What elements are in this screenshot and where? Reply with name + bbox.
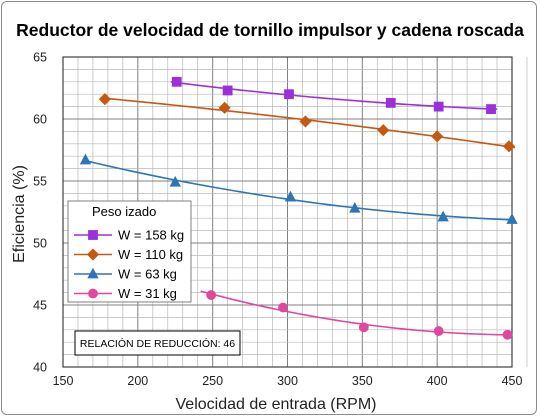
data-point-1: [218, 101, 231, 114]
tick-labels: 150 200 250 300 350 400 450 40 45 50 55 60 65: [33, 51, 522, 389]
data-point-0: [433, 101, 444, 112]
x-axis-label: Velocidad de entrada (RPM): [176, 396, 377, 413]
data-point-2: [284, 190, 297, 202]
y-tick-label: 45: [33, 299, 47, 313]
legend-marker-1: [86, 248, 100, 261]
x-tick-label: 150: [53, 374, 74, 388]
annotation: RELACIÓN DE REDUCCIÓN: 46: [74, 330, 241, 356]
trend-line-0: [170, 81, 498, 111]
y-tick-label: 60: [33, 113, 47, 127]
legend-box: [67, 200, 192, 303]
legend-label-0: W = 158 kg: [118, 228, 184, 243]
legend-marker-3: [88, 288, 98, 299]
chart-title: Reductor de velocidad de tornillo impuls…: [16, 20, 524, 40]
y-tick-label: 65: [33, 51, 47, 65]
data-point-1: [377, 124, 390, 137]
data-points: [79, 76, 518, 340]
y-axis-label: Eficiencia (%): [11, 165, 28, 263]
data-point-2: [349, 201, 361, 213]
x-tick-label: 200: [127, 374, 148, 388]
data-point-2: [506, 213, 518, 224]
x-tick-label: 350: [352, 374, 373, 388]
y-tick-label: 40: [33, 361, 47, 375]
data-point-3: [358, 322, 369, 333]
data-point-3: [502, 329, 513, 340]
x-tick-label: 450: [502, 374, 523, 388]
data-point-0: [284, 89, 294, 100]
x-tick-label: 400: [427, 374, 448, 388]
plot-border: [62, 56, 513, 368]
data-point-2: [79, 153, 92, 165]
data-point-2: [169, 175, 181, 187]
annotation-box: [74, 330, 241, 356]
data-point-1: [502, 140, 516, 153]
data-point-1: [299, 115, 312, 128]
legend-marker-2: [87, 267, 99, 279]
legend-label-1: W = 110 kg: [118, 247, 183, 262]
legend-label-2: W = 63 kg: [118, 267, 177, 282]
legend: Peso izado W = 158 kg W = 110 kg W = 63 kg…: [67, 200, 192, 303]
data-point-3: [206, 290, 217, 300]
data-point-1: [98, 93, 111, 106]
x-tick-label: 300: [277, 374, 298, 388]
data-point-0: [171, 76, 182, 87]
data-point-0: [486, 104, 496, 114]
annotation-text: RELACIÓN DE REDUCCIÓN: 46: [80, 337, 235, 350]
data-point-3: [278, 302, 288, 313]
data-point-1: [431, 130, 444, 143]
data-point-3: [433, 326, 444, 336]
legend-title: Peso izado: [92, 204, 156, 219]
legend-label-3: W = 31 kg: [118, 286, 177, 301]
data-point-0: [385, 97, 396, 108]
data-point-2: [437, 210, 449, 222]
x-tick-label: 250: [202, 374, 223, 388]
y-tick-label: 55: [33, 175, 47, 189]
trend-line-3: [200, 290, 513, 336]
legend-marker-0: [88, 230, 98, 240]
data-point-0: [222, 85, 233, 96]
grid: [62, 56, 528, 368]
y-tick-label: 50: [33, 237, 47, 251]
